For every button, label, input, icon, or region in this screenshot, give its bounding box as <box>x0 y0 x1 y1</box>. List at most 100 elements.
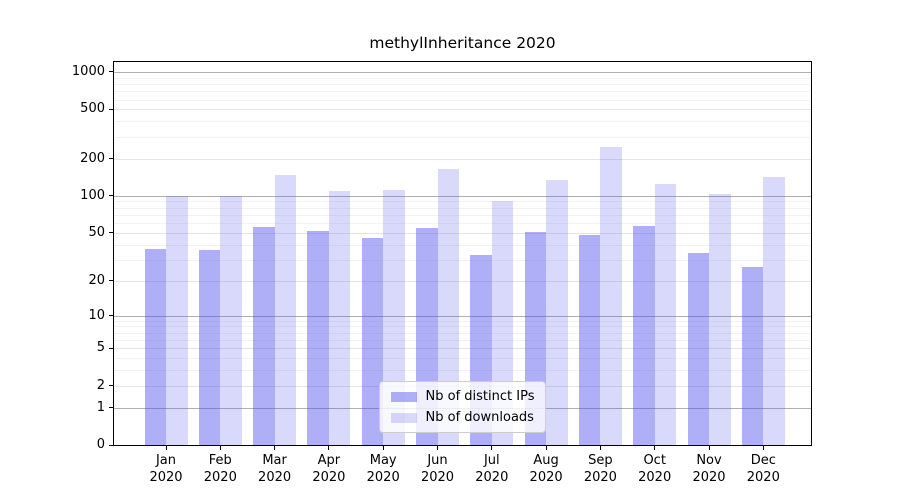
legend: Nb of distinct IPs Nb of downloads <box>378 381 547 433</box>
gridline-minor <box>114 223 811 224</box>
y-tick-label-200: 200 <box>80 150 105 166</box>
bar-may-distinct-ips <box>361 238 384 445</box>
y-tick-mark-1 <box>109 407 113 409</box>
legend-item-distinct-ips: Nb of distinct IPs <box>390 389 535 404</box>
y-tick-label-10: 10 <box>88 307 105 323</box>
bar-oct-downloads <box>654 184 677 445</box>
gridline-minor <box>114 201 811 203</box>
x-tick-mark-may <box>382 446 384 450</box>
x-tick-label-sep: Sep 2020 <box>583 453 617 485</box>
gridline-minor <box>114 207 811 209</box>
bar-mar-downloads <box>274 174 297 445</box>
y-tick-mark-500 <box>109 108 113 110</box>
x-tick-mark-jan <box>165 446 167 450</box>
gridline-minor <box>114 259 811 261</box>
bar-dec-distinct-ips <box>741 267 764 445</box>
gridline-minor <box>114 77 811 79</box>
bar-jan-distinct-ips <box>144 248 166 445</box>
gridline-20 <box>114 280 811 282</box>
x-tick-mark-aug <box>545 446 547 450</box>
bar-feb-distinct-ips <box>198 250 221 445</box>
x-tick-label-nov: Nov 2020 <box>692 453 726 485</box>
legend-item-downloads: Nb of downloads <box>390 410 535 425</box>
gridline-minor <box>114 339 811 341</box>
bar-apr-downloads <box>328 190 351 445</box>
legend-swatch-distinct-ips <box>390 391 417 402</box>
legend-label-distinct-ips: Nb of distinct IPs <box>425 389 535 404</box>
gridline-5 <box>114 348 811 350</box>
bar-mar-distinct-ips <box>253 226 275 445</box>
y-tick-label-20: 20 <box>88 272 105 288</box>
y-tick-mark-2 <box>109 385 113 387</box>
bar-sep-downloads <box>600 147 622 445</box>
y-tick-mark-5 <box>109 347 113 349</box>
bar-jun-downloads <box>437 169 459 445</box>
y-tick-label-2: 2 <box>96 377 105 393</box>
y-tick-label-0: 0 <box>96 437 105 452</box>
x-tick-label-apr: Apr 2020 <box>312 453 346 485</box>
bar-sep-distinct-ips <box>578 234 601 445</box>
gridline-10 <box>114 315 811 317</box>
gridline-minor <box>114 244 811 246</box>
y-tick-label-1: 1 <box>96 399 105 415</box>
x-tick-mark-apr <box>328 446 330 450</box>
gridline-minor <box>114 370 811 372</box>
bar-apr-distinct-ips <box>307 230 329 445</box>
legend-swatch-downloads <box>390 412 417 423</box>
x-tick-mark-nov <box>708 446 710 450</box>
gridline-minor <box>114 91 811 93</box>
y-tick-mark-20 <box>109 280 113 282</box>
gridline-minor <box>114 320 811 322</box>
bar-nov-downloads <box>709 194 731 445</box>
bar-feb-downloads <box>220 195 242 445</box>
x-tick-label-jan: Jan 2020 <box>149 453 183 485</box>
y-tick-label-1000: 1000 <box>71 63 105 79</box>
x-tick-mark-feb <box>219 446 221 450</box>
x-tick-label-feb: Feb 2020 <box>203 453 237 485</box>
y-tick-mark-100 <box>109 195 113 197</box>
gridline-minor <box>114 326 811 328</box>
y-tick-mark-50 <box>109 232 113 234</box>
y-tick-label-5: 5 <box>96 340 105 356</box>
plot-area: Nb of distinct IPs Nb of downloads <box>113 61 812 446</box>
bar-oct-distinct-ips <box>633 225 655 445</box>
y-tick-mark-1000 <box>109 71 113 73</box>
x-tick-mark-dec <box>762 446 764 450</box>
x-tick-label-aug: Aug 2020 <box>529 453 563 485</box>
x-tick-label-jun: Jun 2020 <box>420 453 455 485</box>
x-tick-label-oct: Oct 2020 <box>638 453 672 485</box>
y-tick-label-50: 50 <box>88 224 105 240</box>
x-tick-mark-mar <box>274 446 276 450</box>
y-tick-label-500: 500 <box>80 101 105 117</box>
x-tick-label-dec: Dec 2020 <box>746 453 780 485</box>
y-tick-mark-0 <box>109 444 113 446</box>
gridline-minor <box>114 214 811 216</box>
gridline-minor <box>114 84 811 85</box>
gridline-minor <box>114 332 811 334</box>
legend-label-downloads: Nb of downloads <box>425 410 534 425</box>
gridline-50 <box>114 232 811 234</box>
x-tick-mark-oct <box>654 446 656 450</box>
x-tick-label-mar: Mar 2020 <box>258 453 292 485</box>
bar-dec-downloads <box>763 176 785 445</box>
x-tick-mark-jul <box>491 446 493 450</box>
bar-jan-downloads <box>166 195 188 445</box>
y-tick-mark-200 <box>109 158 113 160</box>
x-tick-label-may: May 2020 <box>366 453 400 485</box>
x-tick-label-jul: Jul 2020 <box>475 453 509 485</box>
x-tick-mark-jun <box>437 446 438 450</box>
gridline-minor <box>114 358 811 360</box>
bar-nov-distinct-ips <box>687 253 709 445</box>
gridline-minor <box>114 121 811 123</box>
gridline-500 <box>114 109 811 111</box>
gridline-minor <box>114 99 811 101</box>
bar-aug-downloads <box>546 179 568 445</box>
y-tick-mark-10 <box>109 315 113 316</box>
x-tick-mark-sep <box>599 446 601 450</box>
gridline-200 <box>114 158 811 160</box>
gridline-1000 <box>114 71 811 73</box>
y-tick-label-100: 100 <box>80 187 105 203</box>
gridline-minor <box>114 136 811 138</box>
chart-title: methylInheritance 2020 <box>369 34 556 52</box>
